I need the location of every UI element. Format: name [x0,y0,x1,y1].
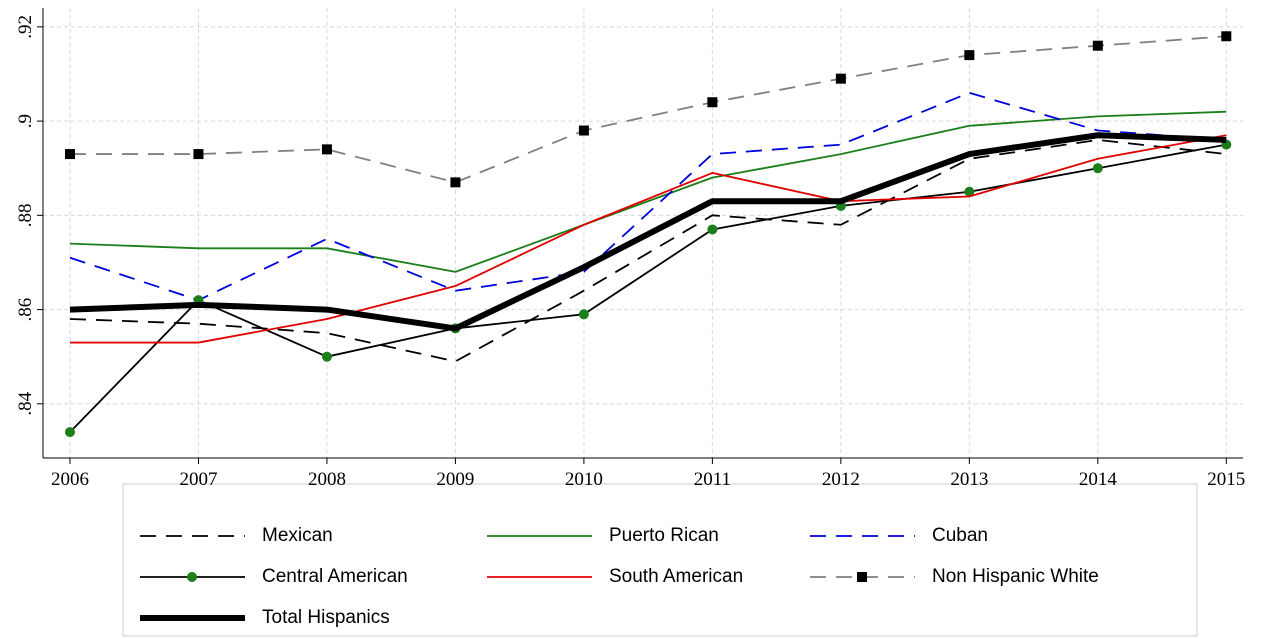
marker [707,97,718,108]
legend-label: Mexican [262,525,333,546]
x-tick-label: 2012 [822,469,860,490]
series-line [69,91,1227,302]
marker [707,224,718,235]
legend-label: Total Hispanics [262,607,390,628]
legend-label: South American [609,566,743,587]
marker [964,50,975,61]
legend-marker [857,572,867,582]
series-line [69,35,1227,184]
x-tick-label: 2011 [694,469,731,490]
marker [1092,163,1103,174]
y-tick-label: .9 [15,114,36,128]
legend-label: Non Hispanic White [932,566,1099,587]
marker [835,73,846,84]
marker [450,177,461,188]
marker [1092,40,1103,51]
x-tick-label: 2008 [308,469,346,490]
marker [578,125,589,136]
x-tick-label: 2014 [1079,469,1118,490]
marker [321,144,332,155]
series-line [69,110,1227,273]
series-line [69,132,1227,332]
legend-box [122,483,1198,637]
x-tick-label: 2015 [1207,469,1245,490]
y-tick-label: .92 [15,15,36,39]
y-tick-label: .88 [15,203,36,227]
x-tick-label: 2010 [565,469,603,490]
marker [321,351,332,362]
marker [64,149,75,160]
legend-label: Central American [262,566,408,587]
x-tick-label: 2007 [179,469,217,490]
marker [193,149,204,160]
series-line [69,143,1227,433]
series-line [69,134,1227,344]
marker [578,309,589,320]
legend-marker [187,572,197,582]
series-line [69,139,1227,363]
marker [1221,31,1232,42]
x-tick-label: 2009 [436,469,474,490]
marker [64,427,75,438]
legend-label: Cuban [932,525,988,546]
x-tick-label: 2006 [51,469,89,490]
y-tick-label: .84 [15,391,36,415]
x-tick-label: 2013 [950,469,988,490]
legend-label: Puerto Rican [609,525,719,546]
y-tick-label: .86 [15,298,36,322]
marker [964,186,975,197]
